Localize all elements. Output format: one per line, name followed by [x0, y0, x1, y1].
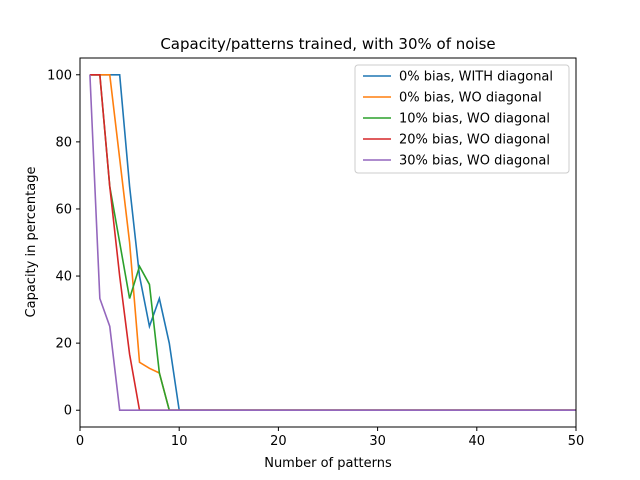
legend-label-3: 20% bias, WO diagonal: [399, 133, 550, 148]
chart-title: Capacity/patterns trained, with 30% of n…: [160, 35, 495, 53]
series-line-4: [89, 74, 576, 412]
x-axis-label: Number of patterns: [264, 456, 392, 471]
y-axis-label: Capacity in percentage: [24, 167, 39, 318]
plot-frame: [79, 57, 577, 428]
legend-label-1: 0% bias, WO diagonal: [399, 91, 542, 106]
y-tick-label: 100: [47, 68, 72, 83]
series-layer: [89, 73, 576, 412]
x-tick-label: 20: [270, 434, 287, 449]
legend-label-2: 10% bias, WO diagonal: [399, 112, 550, 127]
x-tick-label: 30: [369, 434, 386, 449]
legend-label-0: 0% bias, WITH diagonal: [399, 70, 553, 85]
x-tick-label: 40: [469, 434, 486, 449]
y-tick-label: 80: [55, 135, 72, 150]
y-tick-label: 20: [55, 337, 72, 352]
legend-label-4: 30% bias, WO diagonal: [399, 154, 550, 169]
legend: 0% bias, WITH diagonal 0% bias, WO diagon…: [354, 64, 570, 174]
x-tick-label: 0: [76, 434, 84, 449]
y-tick-label: 0: [64, 404, 72, 419]
y-tick-label: 60: [55, 202, 72, 217]
x-tick-label: 50: [568, 434, 585, 449]
axes-layer: 0 10 20 30 40 50 0 20 40 60 80 100: [47, 57, 585, 449]
legend-box: [354, 64, 570, 174]
y-tick-label: 40: [55, 270, 72, 285]
x-tick-label: 10: [171, 434, 188, 449]
